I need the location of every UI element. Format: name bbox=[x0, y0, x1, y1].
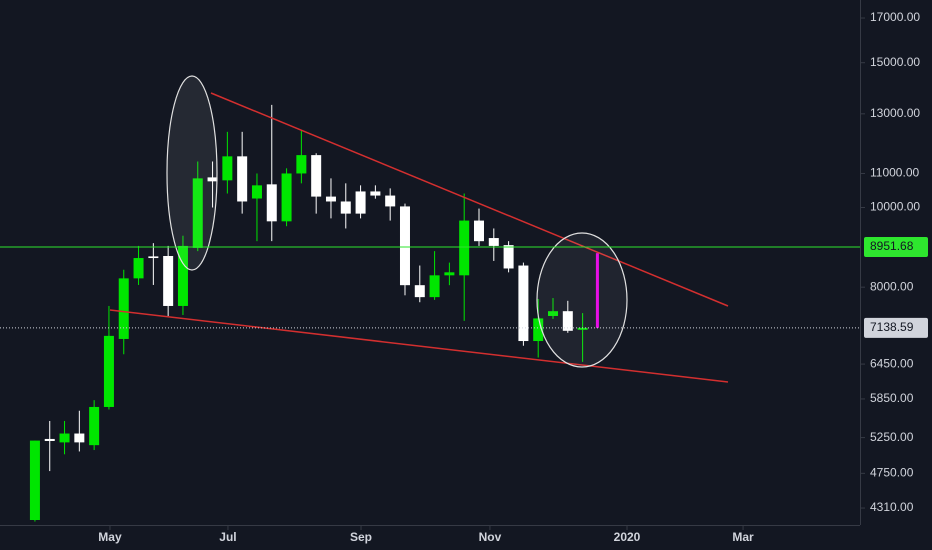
candle-body bbox=[459, 220, 470, 276]
y-tick-label: 4750.00 bbox=[870, 465, 914, 479]
candle-body bbox=[399, 206, 410, 286]
candle-body bbox=[518, 265, 529, 342]
candle-body bbox=[29, 440, 40, 520]
candle-body bbox=[577, 327, 588, 330]
upper-trendline bbox=[210, 92, 729, 307]
y-tick-label: 15000.00 bbox=[870, 55, 920, 69]
price-label-box bbox=[864, 237, 928, 258]
candle-body bbox=[118, 278, 129, 339]
candle-body bbox=[296, 155, 307, 174]
candle-body bbox=[311, 155, 322, 197]
x-tick-label: Sep bbox=[350, 530, 372, 544]
candle-body bbox=[207, 177, 218, 182]
price-label: 7138.59 bbox=[870, 320, 914, 334]
candle-body bbox=[473, 220, 484, 242]
candle-body bbox=[325, 196, 336, 202]
candle-body bbox=[251, 185, 262, 199]
candle-body bbox=[74, 433, 85, 443]
x-tick-label: May bbox=[98, 530, 122, 544]
x-tick-label: 2020 bbox=[614, 530, 641, 544]
lower-trendline bbox=[109, 309, 729, 383]
candle-body bbox=[44, 438, 55, 442]
y-tick-label: 8000.00 bbox=[870, 279, 914, 293]
x-tick-label: Mar bbox=[732, 530, 754, 544]
candle-body bbox=[89, 406, 100, 446]
candle-body bbox=[385, 195, 396, 207]
candle-body bbox=[429, 275, 440, 298]
candle-body bbox=[548, 311, 559, 316]
candle-body bbox=[503, 245, 514, 269]
y-tick-label: 13000.00 bbox=[870, 106, 920, 120]
candle-body bbox=[177, 245, 188, 306]
candle-body bbox=[59, 433, 70, 443]
candle-body bbox=[414, 285, 425, 298]
x-tick-label: Jul bbox=[219, 530, 236, 544]
candle-body bbox=[340, 201, 351, 214]
y-tick-label: 11000.00 bbox=[870, 166, 919, 180]
y-tick-label: 5250.00 bbox=[870, 430, 914, 444]
candle-body bbox=[133, 258, 144, 279]
y-tick-label: 17000.00 bbox=[870, 10, 920, 24]
candle-body bbox=[103, 335, 114, 407]
candle-body bbox=[281, 173, 292, 222]
candle-body bbox=[222, 156, 233, 181]
candle-body bbox=[562, 311, 573, 331]
candle-body bbox=[148, 256, 159, 259]
candle-body bbox=[355, 191, 366, 214]
candle-body bbox=[444, 272, 455, 276]
candle-body bbox=[266, 184, 277, 222]
y-tick-label: 10000.00 bbox=[870, 200, 920, 214]
candle-body bbox=[370, 191, 381, 196]
y-tick-label: 6450.00 bbox=[870, 356, 914, 370]
highlight-ellipse bbox=[166, 75, 218, 271]
candle-body bbox=[192, 178, 203, 248]
candle-body bbox=[488, 238, 499, 246]
x-tick-label: Nov bbox=[479, 530, 502, 544]
price-label-box bbox=[864, 317, 928, 338]
y-tick-label: 5850.00 bbox=[870, 391, 914, 405]
projection-bar bbox=[595, 253, 599, 328]
highlight-ellipse bbox=[536, 232, 628, 368]
marks bbox=[29, 104, 599, 522]
candle-body bbox=[237, 156, 248, 202]
candle-body bbox=[163, 255, 174, 306]
price-label: 8951.68 bbox=[870, 239, 914, 253]
candle-body bbox=[533, 318, 544, 342]
y-tick-label: 4310.00 bbox=[870, 500, 914, 514]
